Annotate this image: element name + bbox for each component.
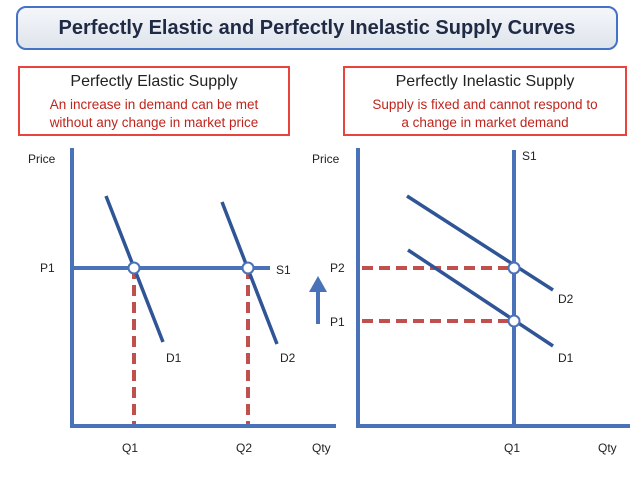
inelastic-caption-box: Perfectly Inelastic Supply Supply is fix…	[343, 66, 627, 136]
elastic-diagram: Price P1 S1 D1 D2 Q1 Q2 Qty	[28, 148, 336, 455]
elastic-p1-label: P1	[40, 261, 55, 275]
inelastic-desc-line2: a change in market demand	[401, 115, 569, 130]
inelastic-d1-label: D1	[558, 351, 574, 365]
inelastic-p2-label: P2	[330, 261, 345, 275]
elastic-price-axis-label: Price	[28, 152, 56, 166]
inelastic-desc-line1: Supply is fixed and cannot respond to	[372, 97, 598, 112]
elastic-desc-line1: An increase in demand can be met	[49, 97, 259, 112]
inelastic-demand-d2	[406, 194, 554, 292]
elastic-d2-label: D2	[280, 351, 296, 365]
elastic-q1-label: Q1	[122, 441, 138, 455]
elastic-equilibrium-1	[127, 261, 141, 275]
demand-increase-arrow	[309, 276, 327, 324]
title-banner: Perfectly Elastic and Perfectly Inelasti…	[16, 6, 618, 50]
elastic-s1-label: S1	[276, 263, 291, 277]
elastic-description: An increase in demand can be met without…	[20, 96, 288, 132]
inelastic-s1-label: S1	[522, 149, 537, 163]
elastic-caption-box: Perfectly Elastic Supply An increase in …	[18, 66, 290, 136]
elastic-heading: Perfectly Elastic Supply	[70, 73, 238, 90]
inelastic-demand-d1	[407, 248, 554, 348]
inelastic-description: Supply is fixed and cannot respond to a …	[345, 96, 625, 132]
elastic-q2-label: Q2	[236, 441, 252, 455]
inelastic-equilibrium-1	[507, 314, 521, 328]
inelastic-p1-label: P1	[330, 315, 345, 329]
inelastic-q1-label: Q1	[504, 441, 520, 455]
inelastic-heading: Perfectly Inelastic Supply	[395, 73, 575, 90]
inelastic-price-axis-label: Price	[312, 152, 340, 166]
elastic-equilibrium-2	[241, 261, 255, 275]
elastic-d1-label: D1	[166, 351, 182, 365]
inelastic-diagram: Price S1 P2 P1 D2 D1 Q1 Qty	[312, 148, 630, 455]
inelastic-equilibrium-2	[507, 261, 521, 275]
elastic-qty-axis-label: Qty	[312, 441, 331, 455]
inelastic-qty-axis-label: Qty	[598, 441, 617, 455]
elastic-desc-line2: without any change in market price	[49, 115, 259, 130]
inelastic-d2-label: D2	[558, 292, 574, 306]
page-title: Perfectly Elastic and Perfectly Inelasti…	[58, 16, 576, 39]
